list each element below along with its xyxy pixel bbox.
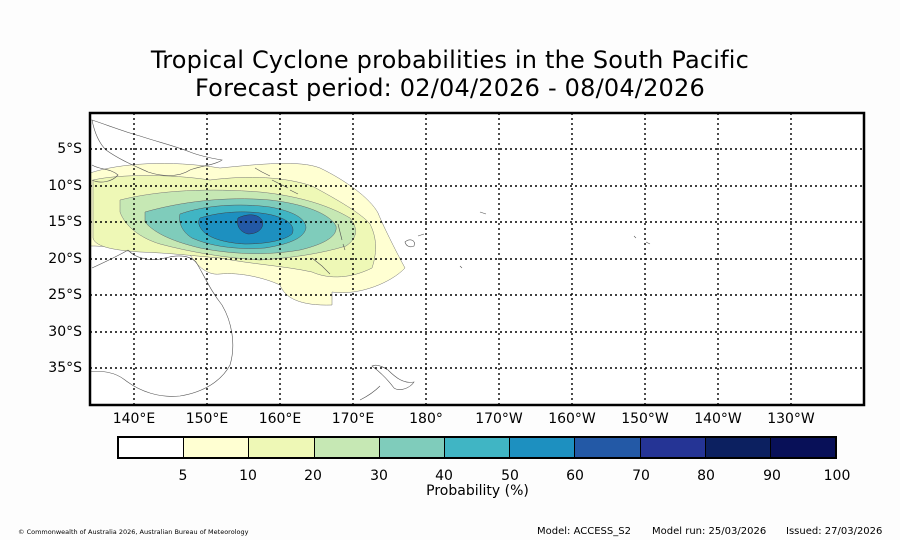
colorbar-tick-50: 50 [501, 468, 519, 484]
lat-label-5s: 5°S [57, 141, 82, 157]
colorbar-tick-90: 90 [763, 468, 781, 484]
colorbar-tick-70: 70 [632, 468, 650, 484]
lon-label-160w: 160°W [548, 411, 596, 427]
map-frame [88, 111, 866, 407]
colorbar-tick-5: 5 [178, 468, 188, 484]
colorbar-segment-60-70 [575, 438, 641, 457]
issued-date: Issued: 27/03/2026 [786, 526, 883, 537]
colorbar-segment-50-60 [510, 438, 576, 457]
lon-label-170e: 170°E [331, 411, 375, 427]
forecast-period: Forecast period: 02/04/2026 - 08/04/2026 [195, 74, 705, 102]
pacific-islands [459, 211, 651, 269]
probability-colorbar [117, 436, 837, 459]
model-name: Model: ACCESS_S2 [537, 526, 631, 537]
lon-label-160e: 160°E [258, 411, 302, 427]
lat-label-30s: 30°S [48, 324, 82, 340]
colorbar-tick-20: 20 [304, 468, 322, 484]
coastlines [90, 119, 651, 401]
lon-label-180: 180° [409, 411, 443, 427]
colorbar-tick-40: 40 [435, 468, 453, 484]
new-guinea-coast [91, 119, 223, 176]
contour-60-70 [237, 214, 263, 235]
fiji [404, 233, 425, 248]
colorbar-tick-100: 100 [823, 468, 851, 484]
vanuatu [337, 223, 346, 251]
lat-label-20s: 20°S [48, 251, 82, 267]
colorbar-segment-90-100 [770, 438, 836, 457]
new-caledonia [311, 257, 331, 275]
lat-label-10s: 10°S [48, 178, 82, 194]
colorbar-segment-20-30 [314, 438, 380, 457]
colorbar-tick-10: 10 [239, 468, 257, 484]
colorbar-segment-80-90 [705, 438, 771, 457]
model-run-date: Model run: 25/03/2026 [652, 526, 767, 537]
colorbar-segment-40-50 [444, 438, 511, 457]
lat-label-15s: 15°S [48, 214, 82, 230]
lon-label-150e: 150°E [185, 411, 229, 427]
colorbar-segment-10-20 [249, 438, 315, 457]
lon-label-140w: 140°W [694, 411, 742, 427]
colorbar-segment-5-10 [184, 438, 250, 457]
new-zealand-south [359, 385, 381, 401]
lon-label-140e: 140°E [112, 411, 156, 427]
lat-label-25s: 25°S [48, 287, 82, 303]
chart-title: Tropical Cyclone probabilities in the So… [150, 46, 750, 74]
colorbar-tick-80: 80 [697, 468, 715, 484]
colorbar-tick-60: 60 [566, 468, 584, 484]
graticule [90, 113, 864, 405]
probability-contours [90, 163, 406, 306]
lon-label-170w: 170°W [475, 411, 523, 427]
lon-label-150w: 150°W [621, 411, 669, 427]
copyright-notice: © Commonwealth of Australia 2026, Austra… [18, 528, 249, 536]
colorbar-label: Probability (%) [426, 483, 529, 499]
colorbar-tick-30: 30 [370, 468, 388, 484]
colorbar-segment-0-5 [119, 438, 185, 457]
new-zealand-north [371, 364, 415, 390]
borneo-west-coast [91, 164, 119, 183]
colorbar-segment-70-80 [640, 438, 706, 457]
colorbar-segment-30-40 [379, 438, 445, 457]
lat-label-35s: 35°S [48, 360, 82, 376]
lon-label-130w: 130°W [767, 411, 815, 427]
